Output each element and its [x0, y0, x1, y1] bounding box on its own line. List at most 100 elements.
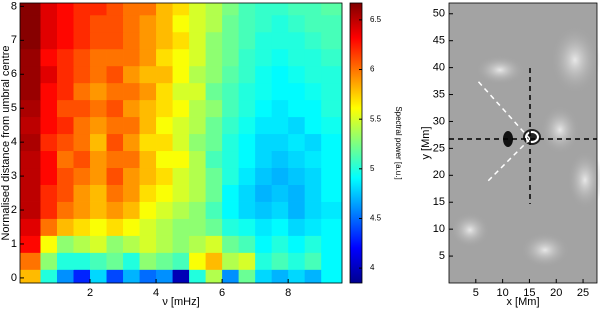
heatmap-cell	[20, 184, 41, 202]
heatmap-cell	[139, 133, 157, 152]
heatmap-cell	[304, 82, 322, 101]
heatmap-cell	[106, 99, 124, 118]
heatmap-cell	[56, 252, 74, 270]
heatmap-cell	[222, 167, 240, 185]
heatmap-cell	[271, 133, 289, 152]
heatmap-cell	[271, 184, 289, 202]
heatmap-cell	[288, 252, 306, 270]
heatmap-cell	[139, 269, 157, 284]
y-tick-label: 15	[433, 196, 445, 208]
heatmap-cell	[172, 167, 190, 185]
heatmap-cell	[73, 48, 91, 67]
heatmap-cell	[90, 116, 107, 135]
heatmap-cell	[123, 201, 140, 219]
heatmap-cell	[255, 167, 273, 185]
y-tick-label: 5	[11, 102, 17, 114]
heatmap-cell	[106, 184, 124, 202]
colorbar-tick-label: 5	[370, 164, 375, 173]
colorbar-label: Spectral power [a.u.]	[394, 106, 403, 179]
heatmap-cell	[271, 48, 289, 67]
heatmap-cell	[189, 3, 207, 16]
heatmap-cell	[20, 167, 41, 185]
heatmap-cell	[90, 167, 107, 185]
heatmap-cell	[123, 31, 140, 50]
heatmap-cell	[90, 218, 107, 236]
heatmap-cell	[139, 65, 157, 84]
heatmap-cell	[222, 184, 240, 202]
heatmap-cell	[172, 218, 190, 236]
heatmap-cell	[189, 150, 207, 169]
x-tick-label: 6	[219, 287, 225, 299]
heatmap-cell	[222, 201, 240, 219]
heatmap-cell	[56, 31, 74, 50]
heatmap-cell	[238, 269, 256, 284]
heatmap-cell	[255, 201, 273, 219]
heatmap-cell	[106, 269, 124, 284]
y-tick-label: 6	[11, 68, 17, 80]
heatmap-cell	[139, 235, 157, 253]
heatmap-cell	[106, 167, 124, 185]
y-tick-label: 1	[11, 238, 17, 250]
heatmap-cell	[189, 269, 207, 284]
heatmap-cell	[73, 150, 91, 169]
heatmap-cell	[255, 218, 273, 236]
heatmap-cell	[90, 3, 107, 16]
heatmap-cell	[106, 201, 124, 219]
heatmap-cell	[304, 116, 322, 135]
heatmap-cell	[271, 82, 289, 101]
heatmap-cell	[304, 48, 322, 67]
heatmap-cell	[288, 269, 306, 284]
heatmap-cell	[90, 99, 107, 118]
heatmap-cell	[73, 82, 91, 101]
heatmap-cell	[189, 235, 207, 253]
heatmap-cell	[40, 252, 58, 270]
heatmap-cell	[56, 235, 74, 253]
heatmap-cell	[255, 235, 273, 253]
heatmap-cell	[205, 201, 223, 219]
heatmap-cell	[238, 65, 256, 84]
heatmap-cell	[20, 82, 41, 101]
heatmap-cell	[40, 167, 58, 185]
y-tick-label: 10	[433, 223, 445, 235]
y-tick-label: 5	[439, 250, 445, 262]
heatmap-cell	[238, 235, 256, 253]
heatmap-cell	[222, 133, 240, 152]
heatmap-cell	[205, 269, 223, 284]
heatmap-cell	[172, 184, 190, 202]
heatmap-cell	[123, 269, 140, 284]
heatmap-cell	[205, 65, 223, 84]
heatmap-cell	[106, 3, 124, 16]
heatmap-cell	[189, 252, 207, 270]
x-tick-label: 10	[496, 287, 508, 299]
heatmap-cell	[20, 269, 41, 284]
heatmap-cell	[222, 252, 240, 270]
heatmap-cell	[222, 116, 240, 135]
heatmap-cell	[106, 82, 124, 101]
heatmap-cell	[238, 150, 256, 169]
heatmap-cell	[56, 269, 74, 284]
heatmap-cell	[90, 14, 107, 33]
x-tick-label: 4	[153, 287, 159, 299]
heatmap-cell	[288, 116, 306, 135]
heatmap-cell	[321, 3, 343, 16]
heatmap-cell	[189, 218, 207, 236]
heatmap-cell	[172, 99, 190, 118]
heatmap-cell	[288, 31, 306, 50]
heatmap-cell	[106, 65, 124, 84]
heatmap-cell	[238, 3, 256, 16]
heatmap-cell	[123, 3, 140, 16]
heatmap-cell	[40, 269, 58, 284]
heatmap-cell	[271, 167, 289, 185]
heatmap-cell	[40, 184, 58, 202]
colorbar-tick-label: 4.5	[370, 214, 382, 223]
heatmap-cell	[288, 65, 306, 84]
heatmap-cell	[321, 269, 343, 284]
heatmap-cell	[205, 48, 223, 67]
colorbar-tick-label: 6.5	[370, 15, 382, 24]
heatmap-cell	[123, 48, 140, 67]
heatmap-cell	[20, 150, 41, 169]
y-tick-label: 40	[433, 62, 445, 74]
heatmap-cell	[189, 65, 207, 84]
heatmap-cell	[321, 133, 343, 152]
heatmap-cell	[139, 184, 157, 202]
